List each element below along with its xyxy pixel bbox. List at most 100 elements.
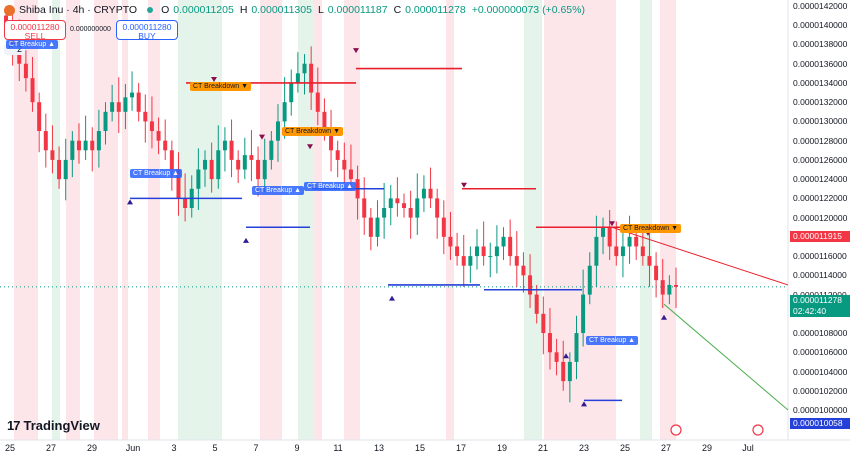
candle-body <box>143 111 148 122</box>
session-zone-1 <box>52 0 60 440</box>
time-axis-label: 21 <box>537 443 549 453</box>
candle-body <box>96 131 101 151</box>
candle-body <box>415 198 420 218</box>
time-axis-label: 25 <box>4 443 16 453</box>
time-axis-label: 25 <box>619 443 631 453</box>
collapse-indicators-button[interactable]: ⌃ 2 <box>4 44 26 55</box>
candle-body <box>163 140 168 151</box>
candle-body <box>90 140 95 151</box>
candle-body <box>388 198 393 208</box>
sell-button[interactable]: 0.000011280 SELL <box>4 20 66 41</box>
candle-body <box>667 284 672 295</box>
symbol-title[interactable]: Shiba Inu · 4h · CRYPTO <box>19 4 138 16</box>
buy-signal-marker-1 <box>243 237 249 243</box>
candle-body <box>474 246 479 257</box>
candle-body <box>494 246 499 257</box>
candle-body <box>50 150 55 160</box>
time-axis-label: 9 <box>294 443 300 453</box>
breakup-label: CT Breakup ▲ <box>304 182 357 191</box>
price-axis-label: 0.0000104000 <box>793 366 848 377</box>
candle-body <box>514 256 519 266</box>
price-axis-label: 0.0000100000 <box>793 405 848 415</box>
price-axis-label: 0.0000102000 <box>793 385 848 396</box>
price-axis-label: 0.0000106000 <box>793 347 848 358</box>
candle-body <box>567 361 572 382</box>
time-axis-label: 17 <box>455 443 467 453</box>
candle-body <box>342 159 347 170</box>
sell-signal-marker-4 <box>461 182 467 188</box>
time-axis-label: Jul <box>742 443 754 453</box>
breakup-label: CT Breakup ▲ <box>130 169 183 178</box>
sell-price: 0.000011280 <box>10 22 60 32</box>
session-zone-6 <box>178 0 222 440</box>
candle-body <box>37 102 42 132</box>
candle-body <box>282 102 287 122</box>
candle-body <box>382 208 387 218</box>
us-event-flag-icon-1 <box>752 424 764 436</box>
candle-body <box>647 256 652 266</box>
candle-body <box>262 159 267 180</box>
candle-body <box>421 188 426 199</box>
lower-price-badge: 0.000010058 <box>790 418 850 429</box>
candle-body <box>242 155 247 170</box>
breakup-label: CT Breakup ▲ <box>252 186 305 195</box>
session-zone-8 <box>298 0 314 440</box>
time-axis-label: 5 <box>212 443 218 453</box>
spread-value: 0.000000000 <box>70 26 111 33</box>
candle-body <box>461 256 466 266</box>
session-zone-14 <box>640 0 652 440</box>
candle-body <box>309 63 314 93</box>
candle-body <box>521 265 526 276</box>
candle-body <box>501 236 506 247</box>
sell-signal-marker-5 <box>609 221 615 227</box>
session-zone-4 <box>122 0 128 440</box>
candle-body <box>674 284 678 287</box>
price-axis-label: 0.0000128000 <box>793 135 848 146</box>
candle-body <box>216 150 221 180</box>
session-zone-5 <box>148 0 160 440</box>
candle-body <box>103 111 108 132</box>
candle-body <box>63 159 68 180</box>
price-axis-label: 0.0000122000 <box>793 193 848 204</box>
time-axis-label: 27 <box>660 443 672 453</box>
candle-body <box>640 246 645 257</box>
price-axis-label: 0.0000120000 <box>793 212 848 223</box>
candle-body <box>83 140 88 151</box>
buy-signal-marker-2 <box>389 295 395 301</box>
candle-body <box>541 313 546 334</box>
current-price-value: 0.000011278 <box>793 295 843 305</box>
candle-body <box>295 73 300 83</box>
candle-body <box>481 246 486 257</box>
price-axis-label: 0.0000112000 <box>790 290 850 301</box>
time-axis-label: Jun <box>125 443 141 453</box>
price-axis-label: 0.0000114000 <box>793 270 847 281</box>
time-axis-label: 3 <box>171 443 177 453</box>
candle-body <box>654 265 659 281</box>
buy-button[interactable]: 0.000011280 BUY <box>116 20 178 41</box>
candle-body <box>30 78 35 103</box>
price-axis-label: 0.0000136000 <box>793 58 848 69</box>
candle-body <box>581 294 586 334</box>
candle-body <box>269 140 274 160</box>
sell-signal-marker-3 <box>353 48 359 54</box>
candle-body <box>130 92 135 98</box>
price-axis-label: 0.0000142000 <box>793 1 848 11</box>
candle-body <box>614 246 619 257</box>
candle-body <box>348 169 353 180</box>
candle-body <box>149 121 154 132</box>
buy-price: 0.000011280 <box>122 22 172 32</box>
time-axis-label: 11 <box>333 443 343 453</box>
candle-body <box>110 102 115 112</box>
tradingview-logo[interactable]: 17 TradingView <box>7 418 100 433</box>
candle-body <box>209 159 214 180</box>
ohlc-open-key: O <box>161 4 170 16</box>
ohlc-high-value: 0.000011305 <box>251 4 312 16</box>
candle-body <box>395 198 400 204</box>
symbol-header: Shiba Inu · 4h · CRYPTO O 0.000011205 H 0.… <box>4 2 587 18</box>
candle-countdown: 02:42:40 <box>793 306 827 316</box>
candle-body <box>375 217 380 237</box>
sell-signal-marker-2 <box>307 144 313 150</box>
sell-signal-marker-0 <box>211 76 217 82</box>
candle-body <box>183 198 188 208</box>
